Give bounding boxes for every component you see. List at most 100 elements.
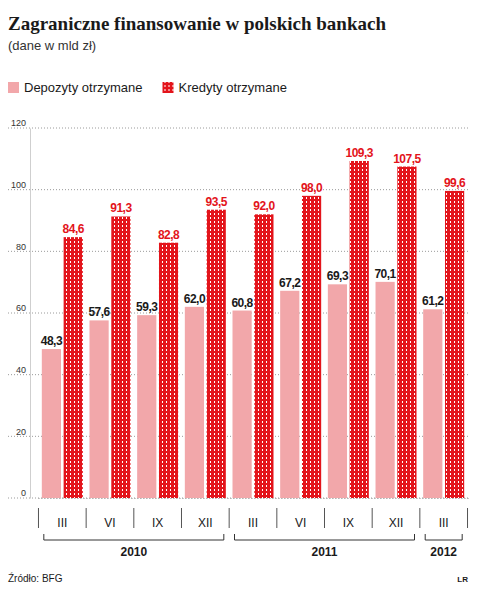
- data-label: 93,5: [206, 195, 228, 209]
- year-label: 2012: [430, 545, 457, 559]
- separator: [86, 508, 87, 528]
- x-tick-label: III: [248, 516, 258, 530]
- legend-item: Kredyty otrzymane: [163, 80, 287, 95]
- bar: [328, 284, 347, 498]
- data-label: 60,8: [231, 296, 253, 310]
- separator: [324, 508, 325, 528]
- year-label: 2010: [120, 545, 147, 559]
- x-tick-label: IX: [152, 516, 163, 530]
- bar: [280, 291, 299, 498]
- bar: [423, 309, 442, 498]
- data-label: 92,0: [253, 199, 275, 213]
- y-tick-label: 0: [21, 488, 26, 498]
- x-tick-label: III: [57, 516, 67, 530]
- grid-line: [8, 128, 468, 129]
- x-tick-label: VI: [295, 516, 306, 530]
- separator: [229, 508, 230, 528]
- y-tick: 120: [11, 118, 30, 128]
- x-tick-label: VI: [104, 516, 115, 530]
- x-tick: VI: [104, 498, 115, 530]
- grid: [8, 128, 468, 498]
- x-tick: III: [57, 498, 67, 530]
- data-label: 62,0: [184, 292, 206, 306]
- x-tick: XII: [198, 498, 213, 530]
- bar: [64, 237, 83, 498]
- separator: [38, 508, 39, 528]
- data-label: 69,3: [327, 269, 349, 283]
- y-tick-label: 80: [16, 242, 26, 252]
- year-label: 2011: [311, 545, 337, 559]
- legend-item: Depozyty otrzymane: [8, 80, 143, 95]
- bar: [111, 216, 130, 498]
- y-tick: 80: [16, 242, 30, 252]
- data-labels: 48,3 57,6 59,3 62,0 60,8 67,2 69,3 70,1 61,2 84,6…: [41, 146, 466, 348]
- year-bracket: [44, 534, 224, 540]
- bar: [185, 307, 204, 498]
- x-tick: III: [439, 498, 449, 530]
- x-axis: III VI IX XII III VI IX XII III: [39, 498, 469, 530]
- y-tick-label: 60: [16, 303, 26, 313]
- series: [42, 282, 443, 498]
- bar: [350, 161, 369, 498]
- bar: [42, 349, 61, 498]
- x-tick: VI: [295, 498, 306, 530]
- bar: [233, 311, 252, 498]
- separator: [467, 508, 468, 528]
- data-label: 61,2: [422, 294, 444, 308]
- bars: [42, 161, 464, 498]
- x-tick: XII: [389, 498, 404, 530]
- series: [64, 161, 465, 498]
- y-tick: 0: [21, 488, 30, 498]
- data-label: 84,6: [63, 222, 85, 236]
- y-tick-label: 40: [16, 365, 26, 375]
- separator: [372, 508, 373, 528]
- x-tick-label: XII: [198, 516, 213, 530]
- y-axis-line: [30, 129, 31, 499]
- bar: [397, 167, 416, 498]
- separator: [181, 508, 182, 528]
- y-tick-label: 20: [16, 427, 26, 437]
- separator: [133, 508, 134, 528]
- x-tick-label: XII: [389, 516, 404, 530]
- bar: [137, 315, 156, 498]
- chart: Zagraniczne finansowanie w polskich bank…: [0, 0, 478, 592]
- bar: [159, 243, 178, 498]
- data-label: 99,6: [444, 176, 466, 190]
- data-label: 82,8: [158, 228, 180, 242]
- legend: Depozyty otrzymane Kredyty otrzymane: [8, 80, 287, 95]
- bar: [207, 210, 226, 498]
- legend-swatch: [163, 82, 174, 93]
- x-tick-label: III: [439, 516, 449, 530]
- y-tick: 60: [16, 303, 30, 313]
- source: Źródło: BFG: [8, 572, 63, 584]
- year-bracket: [235, 534, 415, 540]
- legend-label: Depozyty otrzymane: [24, 80, 143, 95]
- x-tick: IX: [343, 498, 354, 530]
- subtitle: (dane w mld zł): [8, 38, 96, 53]
- legend-swatch: [8, 82, 19, 93]
- x-tick-label: IX: [343, 516, 354, 530]
- separator: [276, 508, 277, 528]
- credit: LR: [457, 575, 468, 584]
- bar: [254, 214, 273, 498]
- data-label: 59,3: [136, 300, 158, 314]
- data-label: 91,3: [110, 201, 132, 215]
- data-label: 67,2: [279, 276, 301, 290]
- bar: [376, 282, 395, 498]
- y-tick-label: 100: [11, 180, 26, 190]
- year-groups: 2010 2011 2012: [44, 534, 462, 559]
- y-tick: 40: [16, 365, 30, 375]
- x-tick: IX: [152, 498, 163, 530]
- bar: [89, 320, 108, 498]
- legend-label: Kredyty otrzymane: [179, 80, 287, 95]
- y-tick: 20: [16, 427, 30, 437]
- title: Zagraniczne finansowanie w polskich bank…: [8, 13, 386, 34]
- separator: [419, 508, 420, 528]
- data-label: 98,0: [301, 181, 323, 195]
- data-label: 70,1: [374, 267, 396, 281]
- data-label: 109,3: [345, 146, 373, 160]
- data-label: 107,5: [393, 152, 421, 166]
- category-separators: [38, 508, 467, 528]
- data-label: 57,6: [88, 305, 110, 319]
- data-label: 48,3: [41, 334, 63, 348]
